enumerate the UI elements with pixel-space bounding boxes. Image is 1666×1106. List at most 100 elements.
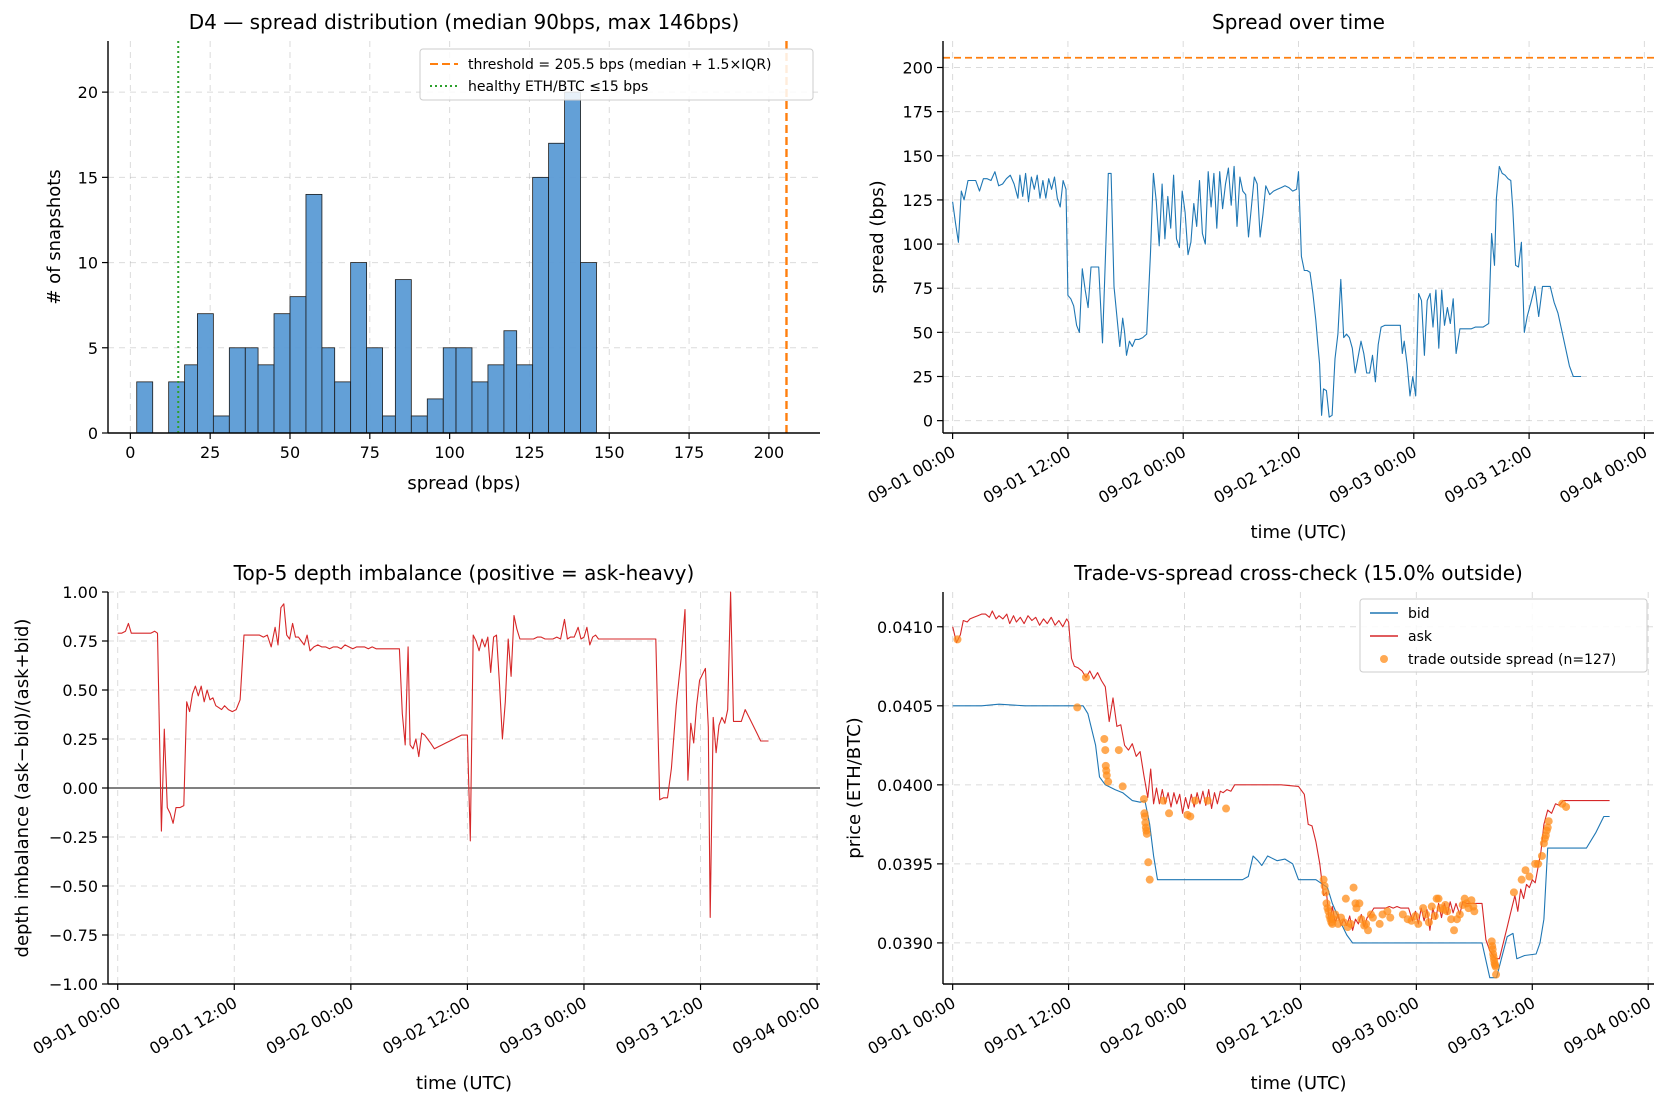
x-tick-label: 09-01 12:00 [146, 993, 240, 1058]
trade-point [1383, 907, 1392, 916]
chart-title: Top-5 depth imbalance (positive = ask-he… [233, 561, 695, 585]
trade-point [1434, 894, 1443, 903]
y-tick-label: 0.0405 [877, 697, 933, 716]
trade-point [1427, 902, 1436, 911]
chart-title: Trade-vs-spread cross-check (15.0% outsi… [1073, 561, 1523, 585]
trade-point [1521, 866, 1530, 875]
histogram-bar [548, 142, 565, 434]
y-tick-label: −0.75 [49, 926, 98, 945]
y-tick-label: 0.50 [62, 681, 98, 700]
trade-point [1222, 804, 1231, 813]
y-tick-label: 0.25 [62, 730, 98, 749]
histogram-bar [442, 347, 457, 434]
x-tick-label: 09-02 12:00 [1210, 442, 1304, 507]
y-tick-label: 0.0400 [877, 776, 933, 795]
x-tick-label: 09-03 12:00 [612, 993, 706, 1058]
legend-box [1359, 598, 1648, 673]
legend-label: healthy ETH/BTC ≤15 bps [468, 79, 648, 95]
x-tick-label: 75 [360, 443, 380, 462]
histogram-bar [410, 415, 428, 434]
y-axis-label: spread (bps) [867, 180, 888, 293]
histogram-bar [580, 262, 597, 434]
histogram-bar [426, 398, 444, 434]
trade-point [1534, 859, 1543, 868]
histogram-bar [350, 262, 368, 434]
trade-point [1362, 919, 1371, 928]
y-tick-label: −1.00 [49, 975, 98, 994]
x-tick-label: 09-01 00:00 [865, 993, 959, 1058]
trade-point [1419, 904, 1428, 913]
x-tick-label: 0 [125, 443, 135, 462]
x-tick-label: 09-04 00:00 [729, 993, 823, 1058]
histogram-bar [257, 364, 275, 434]
histogram-bar [471, 381, 489, 434]
x-tick-label: 09-03 00:00 [1326, 442, 1420, 507]
trade-point [1142, 829, 1151, 838]
trade-spread-panel: 09-01 00:00 09-01 12:00 09-02 00:00 09-02 1… [844, 561, 1654, 1094]
x-tick-label: 150 [594, 443, 625, 462]
histogram-bar [305, 193, 323, 434]
trade-point [1467, 896, 1476, 905]
spread-time-panel: 09-01 00:00 09-01 12:00 09-02 00:00 09-02 1… [865, 10, 1654, 543]
trade-point [1319, 875, 1328, 884]
x-tick-label: 09-03 00:00 [1328, 993, 1422, 1058]
trade-point [1517, 875, 1526, 884]
trade-point [1422, 910, 1431, 919]
y-tick-label: 0 [88, 424, 98, 443]
histogram-bar [455, 347, 473, 434]
trade-point [1443, 907, 1452, 916]
y-tick-label: 10 [78, 254, 98, 273]
trade-point [1341, 894, 1350, 903]
y-tick-label: 0.0410 [877, 618, 933, 637]
y-tick-label: 0.00 [62, 779, 98, 798]
y-axis-label: # of snapshots [44, 169, 65, 304]
trade-point [1118, 782, 1127, 791]
y-tick-label: 125 [902, 191, 933, 210]
x-tick-label: 09-01 00:00 [865, 442, 959, 507]
trade-point [1165, 809, 1174, 818]
histogram-bar [487, 364, 505, 434]
trade-point [1320, 882, 1329, 890]
x-axis-label: time (UTC) [1250, 1073, 1346, 1094]
trade-point [1114, 746, 1123, 755]
y-tick-label: 50 [913, 323, 933, 342]
trade-point [1509, 888, 1518, 897]
trade-point [1450, 926, 1459, 935]
x-tick-label: 09-01 00:00 [30, 993, 124, 1058]
x-tick-label: 09-02 12:00 [1212, 993, 1306, 1058]
x-tick-label: 09-03 12:00 [1441, 442, 1535, 507]
x-tick-label: 200 [754, 443, 785, 462]
y-tick-label: 20 [78, 83, 98, 102]
histogram-bar [196, 313, 214, 434]
trade-point [1441, 900, 1450, 909]
histogram-bar [321, 347, 336, 434]
chart-title: Spread over time [1212, 10, 1385, 34]
trade-point [1525, 872, 1534, 881]
x-tick-label: 09-01 12:00 [980, 993, 1074, 1058]
trade-point [1100, 735, 1109, 743]
y-tick-label: 25 [913, 367, 933, 386]
legend-swatch [1380, 655, 1388, 663]
depth-imbalance-panel: 09-01 00:00 09-01 12:00 09-02 00:00 09-02 1… [12, 561, 823, 1094]
x-tick-label: 25 [200, 443, 220, 462]
x-axis-label: time (UTC) [416, 1073, 512, 1094]
x-tick-label: 09-03 00:00 [496, 993, 590, 1058]
trade-point [1492, 970, 1501, 979]
trade-point [1455, 910, 1464, 919]
legend-label: bid [1408, 606, 1430, 622]
trade-point [1203, 796, 1212, 805]
histogram-bar [136, 381, 154, 434]
trade-point [1368, 913, 1377, 922]
trade-point [1191, 796, 1200, 805]
histogram-bar [228, 347, 246, 434]
trade-point [1447, 915, 1456, 924]
histogram-bar [382, 415, 396, 434]
x-tick-label: 09-04 00:00 [1560, 993, 1654, 1058]
x-tick-label: 09-03 12:00 [1444, 993, 1538, 1058]
y-tick-label: 0.0395 [877, 855, 933, 874]
histogram-bar [244, 347, 259, 434]
y-tick-label: 0.0390 [877, 934, 933, 953]
y-tick-label: 0 [923, 412, 933, 431]
y-tick-label: 75 [913, 279, 933, 298]
bid-line [952, 703, 1610, 979]
